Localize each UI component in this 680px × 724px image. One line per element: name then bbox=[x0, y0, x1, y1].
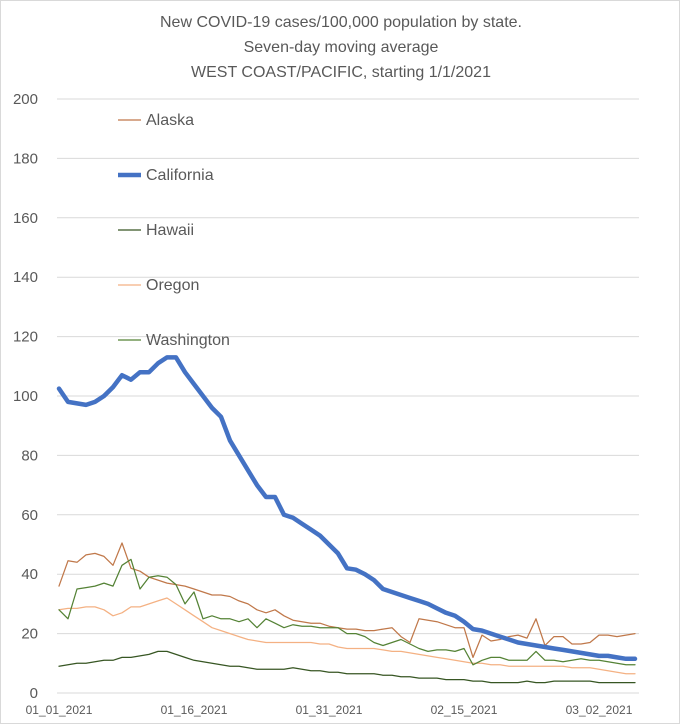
y-tick-label: 0 bbox=[30, 685, 38, 702]
y-tick-label: 80 bbox=[21, 447, 38, 464]
x-tick-label: 01_16_2021 bbox=[161, 703, 228, 717]
legend-label-hawaii: Hawaii bbox=[146, 222, 194, 239]
x-tick-label: 01_01_2021 bbox=[26, 703, 93, 717]
y-tick-label: 180 bbox=[13, 150, 38, 167]
title-line-3: WEST COAST/PACIFIC, starting 1/1/2021 bbox=[191, 64, 491, 81]
legend-label-oregon: Oregon bbox=[146, 277, 199, 294]
y-tick-label: 100 bbox=[13, 388, 38, 405]
y-axis-ticks: 0 20 40 60 80 100 120 140 160 180 200 bbox=[13, 91, 38, 702]
y-tick-label: 140 bbox=[13, 269, 38, 286]
y-tick-label: 60 bbox=[21, 507, 38, 524]
legend-label-washington: Washington bbox=[146, 332, 230, 349]
series-line-alaska bbox=[58, 542, 636, 659]
y-tick-label: 20 bbox=[21, 626, 38, 643]
y-tick-label: 160 bbox=[13, 210, 38, 227]
legend: Alaska California Hawaii Oregon Washington bbox=[118, 112, 230, 349]
title-line-1: New COVID-19 cases/100,000 population by… bbox=[160, 14, 522, 31]
series-line-oregon bbox=[58, 597, 636, 675]
legend-label-alaska: Alaska bbox=[146, 112, 194, 129]
chart-title: New COVID-19 cases/100,000 population by… bbox=[160, 14, 522, 81]
x-tick-label: 03_02_2021 bbox=[566, 703, 633, 717]
series-line-california bbox=[56, 355, 638, 662]
series-line-washington bbox=[58, 558, 636, 666]
y-tick-label: 120 bbox=[13, 329, 38, 346]
legend-label-california: California bbox=[146, 167, 214, 184]
title-line-2: Seven-day moving average bbox=[244, 39, 439, 56]
y-tick-label: 40 bbox=[21, 566, 38, 583]
x-tick-label: 02_15_2021 bbox=[431, 703, 498, 717]
series-line-hawaii bbox=[58, 650, 636, 684]
y-tick-label: 200 bbox=[13, 91, 38, 108]
grid bbox=[57, 98, 639, 694]
series-lines bbox=[56, 355, 638, 684]
x-axis-ticks: 01_01_2021 01_16_2021 01_31_2021 02_15_2021… bbox=[26, 703, 633, 717]
x-tick-label: 01_31_2021 bbox=[296, 703, 363, 717]
